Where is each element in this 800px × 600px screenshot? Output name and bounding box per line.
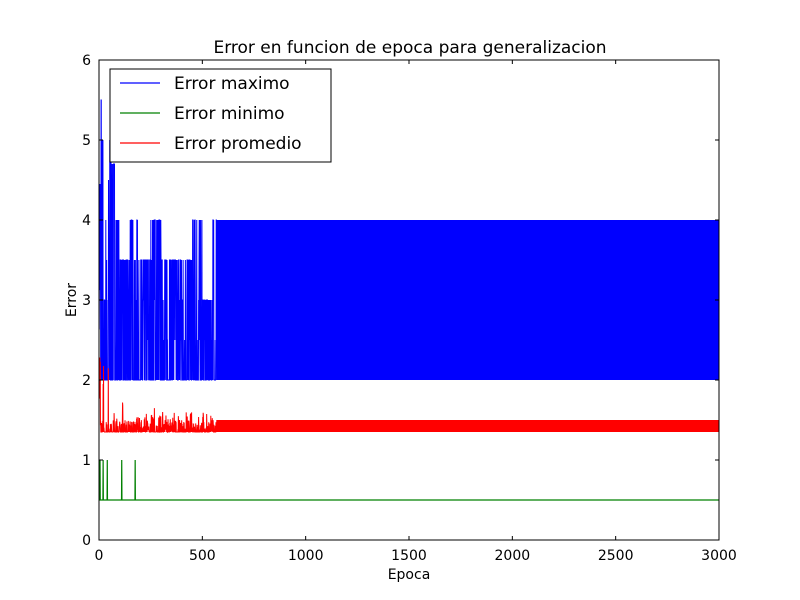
series-line-error-maximo bbox=[99, 99, 719, 381]
chart-title: Error en funcion de epoca para generaliz… bbox=[213, 38, 606, 58]
legend: Error maximo Error minimo Error promedio bbox=[109, 68, 332, 163]
y-tick-label: 4 bbox=[82, 213, 91, 229]
series-line-error-promedio bbox=[99, 357, 719, 434]
legend-label: Error maximo bbox=[174, 74, 290, 94]
y-tick-label: 5 bbox=[82, 133, 91, 149]
series-layer bbox=[99, 99, 719, 501]
x-axis-label: Epoca bbox=[388, 567, 431, 583]
y-tick-label: 1 bbox=[82, 453, 91, 469]
x-tick-label: 1000 bbox=[288, 548, 324, 564]
x-tick-label: 500 bbox=[189, 548, 216, 564]
x-tick-label: 1500 bbox=[391, 548, 427, 564]
x-axis: 0 500 1000 1500 2000 2500 3000 bbox=[95, 60, 737, 564]
y-tick-label: 0 bbox=[82, 533, 91, 549]
y-axis-label: Error bbox=[64, 283, 80, 317]
x-tick-label: 3000 bbox=[701, 548, 737, 564]
series-line-error-minimo bbox=[99, 459, 719, 501]
y-tick-label: 3 bbox=[82, 293, 91, 309]
y-tick-label: 6 bbox=[82, 53, 91, 69]
x-tick-label: 2000 bbox=[495, 548, 531, 564]
y-axis: 0 1 2 3 4 5 6 bbox=[82, 53, 719, 549]
x-tick-label: 0 bbox=[95, 548, 104, 564]
plot-area bbox=[99, 99, 719, 501]
legend-label: Error minimo bbox=[174, 104, 285, 124]
x-tick-label: 2500 bbox=[598, 548, 634, 564]
legend-label: Error promedio bbox=[174, 134, 302, 154]
y-tick-label: 2 bbox=[82, 373, 91, 389]
legend-box bbox=[109, 68, 332, 163]
